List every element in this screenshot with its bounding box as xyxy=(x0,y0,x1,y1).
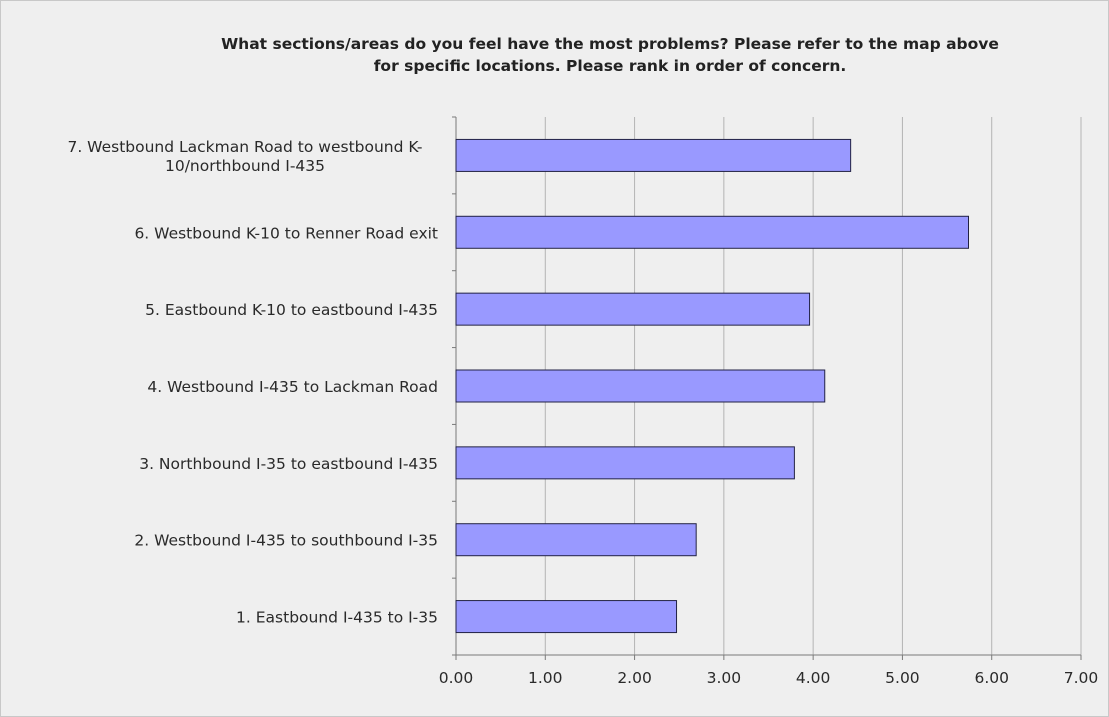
x-tick-label: 2.00 xyxy=(617,669,652,687)
category-label: 7. Westbound Lackman Road to westbound K… xyxy=(67,138,422,156)
bar xyxy=(455,215,969,249)
x-tick-label: 5.00 xyxy=(885,669,920,687)
category-label: 3. Northbound I-35 to eastbound I-435 xyxy=(139,455,438,473)
chart-title-line-1: What sections/areas do you feel have the… xyxy=(221,35,999,53)
bar xyxy=(455,446,795,480)
bar xyxy=(455,138,852,172)
bar xyxy=(455,600,678,634)
chart-title: What sections/areas do you feel have the… xyxy=(130,33,1090,77)
x-tick-label: 7.00 xyxy=(1064,669,1099,687)
bar xyxy=(455,369,826,403)
x-tick-label: 6.00 xyxy=(974,669,1009,687)
x-tick-label: 0.00 xyxy=(439,669,474,687)
category-label: 4. Westbound I-435 to Lackman Road xyxy=(147,378,438,396)
category-label: 1. Eastbound I-435 to I-35 xyxy=(236,609,438,627)
x-tick-label: 4.00 xyxy=(796,669,831,687)
bar xyxy=(455,292,811,326)
category-label: 6. Westbound K-10 to Renner Road exit xyxy=(134,224,438,242)
category-label: 10/northbound I-435 xyxy=(165,157,325,175)
x-tick-label: 3.00 xyxy=(707,669,742,687)
bar xyxy=(455,523,697,557)
chart-title-line-2: for specific locations. Please rank in o… xyxy=(373,57,847,75)
category-label: 2. Westbound I-435 to southbound I-35 xyxy=(134,532,438,550)
x-tick-label: 1.00 xyxy=(528,669,563,687)
category-label: 5. Eastbound K-10 to eastbound I-435 xyxy=(145,301,438,319)
